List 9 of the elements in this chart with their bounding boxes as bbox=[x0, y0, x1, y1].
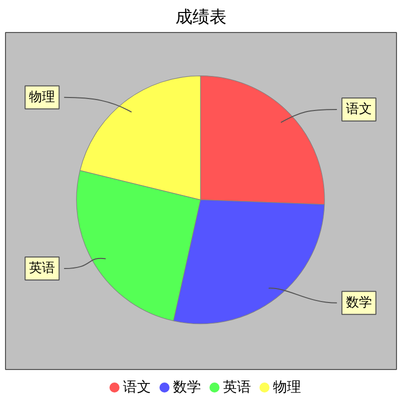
slice-label: 物理 bbox=[29, 90, 56, 105]
legend-label: 物理 bbox=[273, 380, 301, 396]
legend-label: 英语 bbox=[223, 380, 251, 396]
slice-label: 语文 bbox=[346, 102, 372, 117]
legend-label: 语文 bbox=[123, 380, 151, 396]
legend-label: 数学 bbox=[173, 380, 201, 396]
slice-label: 英语 bbox=[29, 261, 56, 276]
chart-title: 成绩表 bbox=[176, 8, 226, 28]
slice-label: 数学 bbox=[346, 295, 372, 310]
